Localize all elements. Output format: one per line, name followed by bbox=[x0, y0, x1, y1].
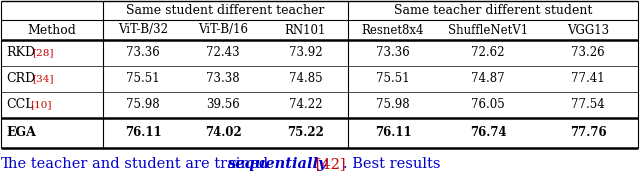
Text: 72.62: 72.62 bbox=[471, 46, 505, 60]
Text: Method: Method bbox=[28, 23, 76, 36]
Text: [10]: [10] bbox=[30, 100, 51, 109]
Text: VGG13: VGG13 bbox=[567, 23, 609, 36]
Text: ViT-B/16: ViT-B/16 bbox=[198, 23, 248, 36]
Text: sequentially: sequentially bbox=[227, 157, 326, 171]
Text: Same student different teacher: Same student different teacher bbox=[126, 4, 324, 17]
Text: 73.38: 73.38 bbox=[206, 73, 240, 85]
Text: 39.56: 39.56 bbox=[206, 98, 240, 112]
Text: 74.02: 74.02 bbox=[205, 127, 241, 140]
Text: 75.51: 75.51 bbox=[376, 73, 410, 85]
Text: 77.76: 77.76 bbox=[570, 127, 606, 140]
Text: 72.43: 72.43 bbox=[206, 46, 240, 60]
Text: 73.36: 73.36 bbox=[126, 46, 160, 60]
Text: RKD: RKD bbox=[6, 46, 35, 60]
Text: ViT-B/32: ViT-B/32 bbox=[118, 23, 168, 36]
Text: 75.98: 75.98 bbox=[126, 98, 160, 112]
Text: [34]: [34] bbox=[32, 74, 54, 84]
Text: 74.87: 74.87 bbox=[471, 73, 505, 85]
Text: ShuffleNetV1: ShuffleNetV1 bbox=[448, 23, 528, 36]
Text: 76.74: 76.74 bbox=[470, 127, 506, 140]
Text: he teacher and student are trained: he teacher and student are trained bbox=[8, 157, 273, 171]
Text: CCL: CCL bbox=[6, 98, 33, 112]
Text: 74.85: 74.85 bbox=[289, 73, 323, 85]
Text: 77.54: 77.54 bbox=[571, 98, 605, 112]
Text: EGA: EGA bbox=[6, 127, 36, 140]
Text: RN101: RN101 bbox=[285, 23, 326, 36]
Text: 75.98: 75.98 bbox=[376, 98, 410, 112]
Text: 73.36: 73.36 bbox=[376, 46, 410, 60]
Text: T: T bbox=[1, 157, 11, 171]
Text: 76.11: 76.11 bbox=[125, 127, 161, 140]
Text: [28]: [28] bbox=[32, 49, 54, 57]
Text: Resnet8x4: Resnet8x4 bbox=[362, 23, 424, 36]
Text: 75.22: 75.22 bbox=[287, 127, 324, 140]
Text: . Best results: . Best results bbox=[343, 157, 440, 171]
Text: 73.92: 73.92 bbox=[289, 46, 323, 60]
Text: 76.11: 76.11 bbox=[374, 127, 412, 140]
Text: CRD: CRD bbox=[6, 73, 35, 85]
Text: 75.51: 75.51 bbox=[126, 73, 160, 85]
Text: 74.22: 74.22 bbox=[289, 98, 323, 112]
Text: Same teacher different student: Same teacher different student bbox=[394, 4, 592, 17]
Text: 77.41: 77.41 bbox=[571, 73, 605, 85]
Text: 76.05: 76.05 bbox=[471, 98, 505, 112]
Text: [42]: [42] bbox=[311, 157, 346, 171]
Text: 73.26: 73.26 bbox=[571, 46, 605, 60]
